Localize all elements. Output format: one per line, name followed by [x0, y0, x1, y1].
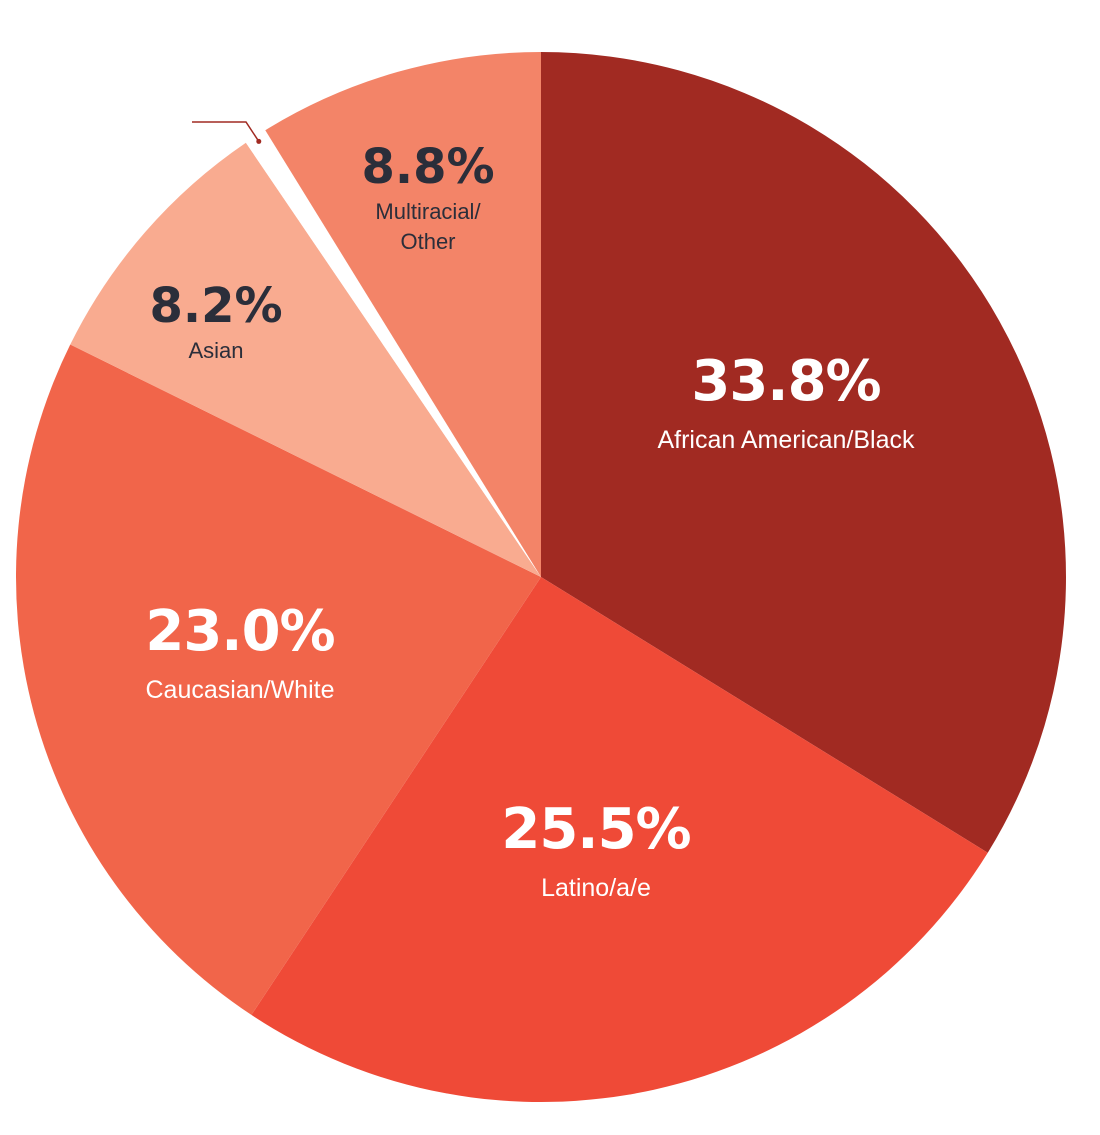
pie-slice-caucasian-white — [15, 344, 542, 1015]
slice-label-caucasian-white: 23.0% Caucasian/White — [145, 599, 335, 704]
slice-category: African American/Black — [657, 426, 915, 454]
slice-percent: 8.2% — [149, 278, 282, 334]
slice-percent: 25.5% — [501, 797, 690, 862]
slice-category: American — [92, 130, 185, 155]
pie-slices — [15, 52, 1066, 1102]
pie-slice-african-american-black — [541, 52, 1066, 853]
slice-percent: 8.8% — [361, 139, 494, 195]
leader-line — [192, 121, 260, 142]
slice-category: Native — [107, 100, 169, 125]
slice-label-asian: 8.2% Asian — [149, 278, 282, 363]
slice-label-latino-a-e: 25.5% Latino/a/e — [501, 797, 691, 902]
slice-percent: 0.7% — [71, 40, 204, 96]
slice-label-native-american: 0.7% Native American — [71, 40, 204, 155]
slice-percent: 23.0% — [145, 599, 334, 664]
slice-label-multiracial-other: 8.8% Multiracial/Other — [361, 139, 494, 254]
pie-slice-asian — [70, 142, 541, 577]
pie-slice-native-american — [245, 130, 541, 577]
slice-labels: 33.8% African American/Black 25.5% Latino/a… — [71, 40, 915, 902]
pie-slice-latino-a-e — [251, 577, 988, 1102]
slice-category: Other — [400, 229, 455, 254]
slice-category: Asian — [188, 338, 243, 363]
leader-dot — [256, 138, 262, 144]
pie-slice-multiracial-other — [265, 52, 541, 577]
slice-label-african-american-black: 33.8% African American/Black — [657, 349, 915, 454]
slice-percent: 33.8% — [691, 349, 880, 414]
leader-lines — [192, 121, 262, 144]
slice-category: Latino/a/e — [541, 874, 651, 902]
slice-category: Multiracial/ — [375, 199, 481, 224]
slice-category: Caucasian/White — [146, 676, 335, 704]
